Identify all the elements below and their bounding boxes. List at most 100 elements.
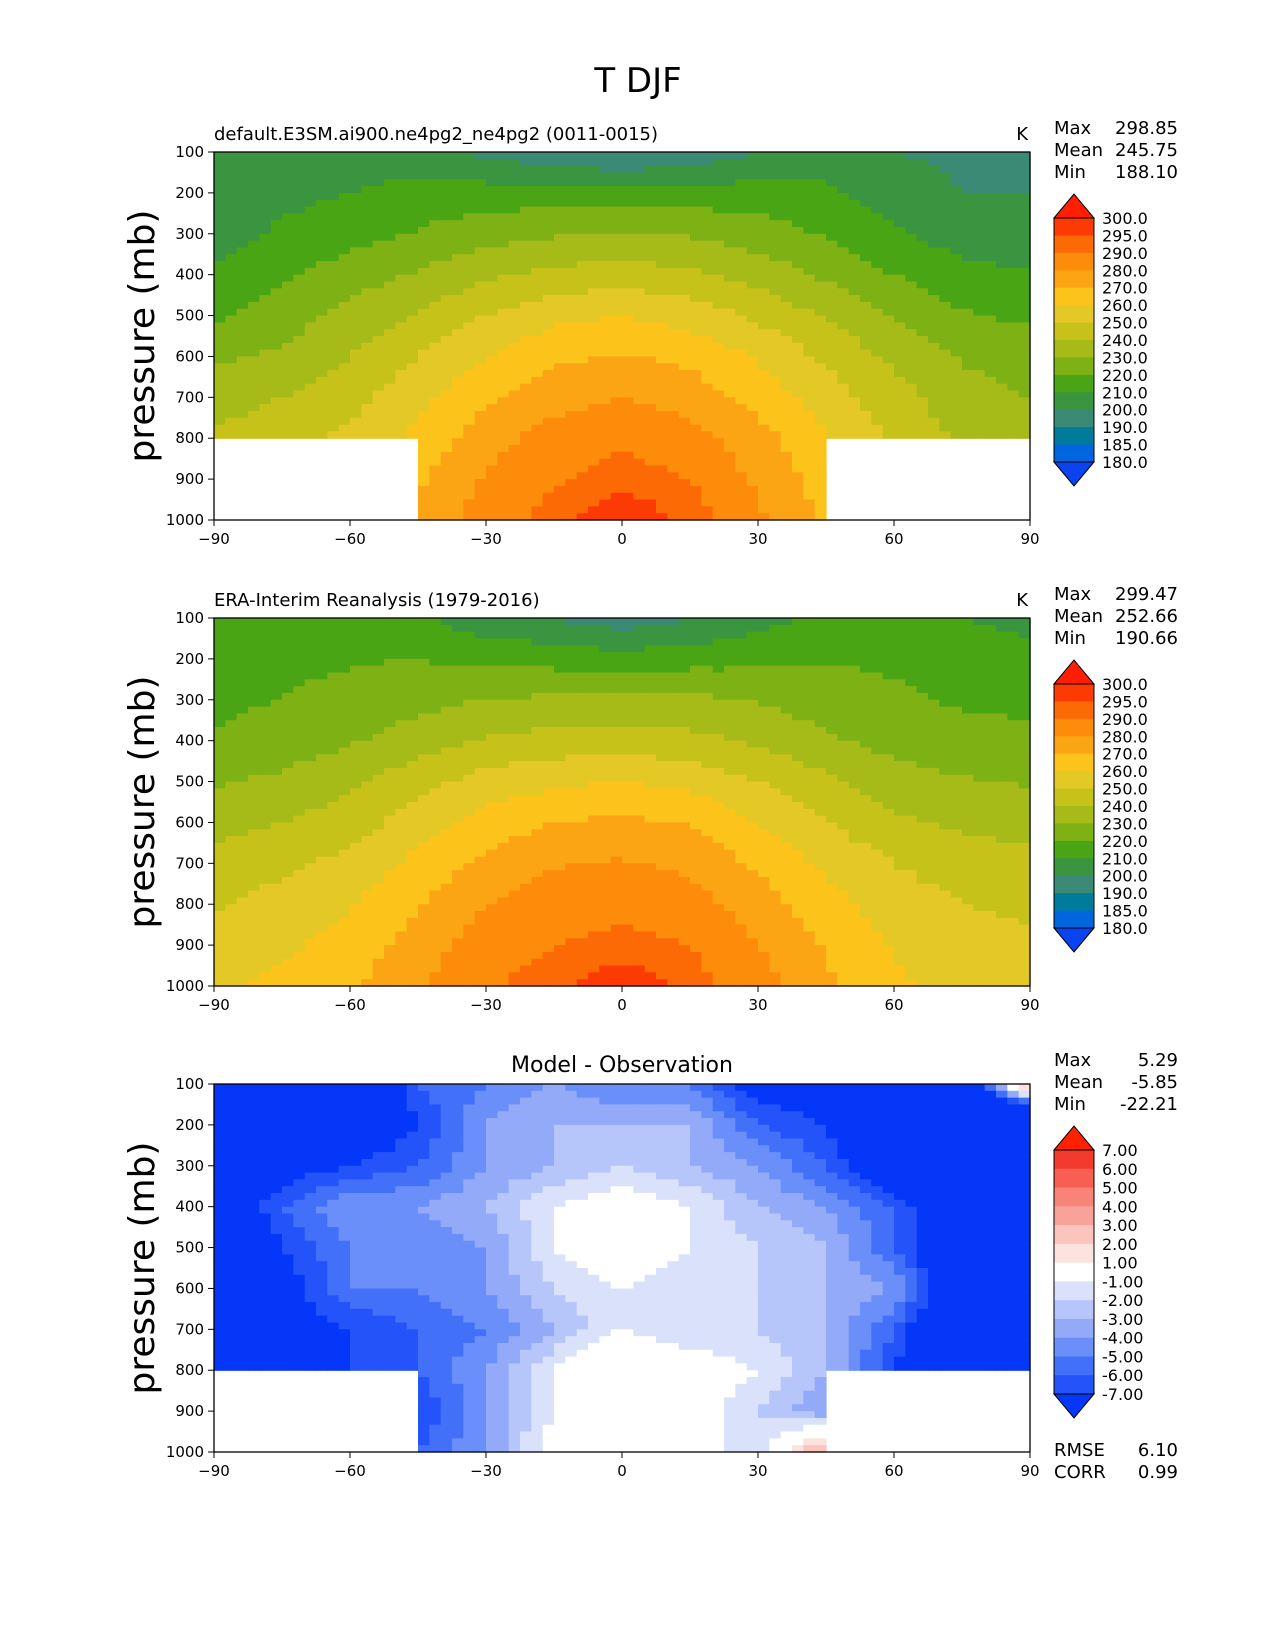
heatmap-cell xyxy=(259,274,272,283)
heatmap-cell xyxy=(497,329,510,337)
heatmap-cell xyxy=(814,206,827,214)
heatmap-cell xyxy=(939,213,952,221)
heatmap-cell xyxy=(225,349,238,358)
heatmap-cell xyxy=(814,172,827,180)
heatmap-cell xyxy=(803,281,816,289)
heatmap-cell xyxy=(338,692,351,701)
heatmap-cell xyxy=(350,370,362,378)
y-tick-label: 900 xyxy=(175,470,204,488)
heatmap-cell xyxy=(338,158,351,167)
heatmap-cell xyxy=(225,740,238,749)
heatmap-cell xyxy=(882,363,895,371)
heatmap-cell xyxy=(316,727,328,735)
heatmap-cell xyxy=(780,424,793,432)
heatmap-cell xyxy=(259,713,272,721)
heatmap-cell xyxy=(1007,713,1020,721)
heatmap-cell xyxy=(894,706,906,714)
heatmap-cell xyxy=(406,226,419,235)
heatmap-cell xyxy=(338,152,351,160)
heatmap-cell xyxy=(440,179,453,187)
heatmap-cell xyxy=(418,192,430,201)
heatmap-cell xyxy=(565,638,578,646)
heatmap-cell xyxy=(860,213,872,221)
heatmap-cell xyxy=(463,363,476,371)
heatmap-cell xyxy=(327,322,340,330)
heatmap-cell xyxy=(996,349,1008,358)
heatmap-cell xyxy=(576,713,589,721)
heatmap-cell xyxy=(282,665,294,674)
heatmap-cell xyxy=(973,152,986,160)
heatmap-cell xyxy=(384,376,396,385)
heatmap-cell xyxy=(395,233,408,242)
heatmap-cell xyxy=(531,404,544,412)
figure-title: T DJF xyxy=(593,61,681,101)
heatmap-cell xyxy=(508,465,521,473)
heatmap-cell xyxy=(667,720,680,728)
heatmap-cell xyxy=(860,342,872,351)
heatmap-cell xyxy=(440,754,453,762)
heatmap-cell xyxy=(837,186,850,194)
heatmap-cell xyxy=(905,706,918,714)
heatmap-cell xyxy=(350,329,362,337)
heatmap-cell xyxy=(565,390,578,398)
heatmap-cell xyxy=(656,652,668,660)
heatmap-cell xyxy=(214,390,226,398)
heatmap-cell xyxy=(894,213,906,221)
heatmap-cell xyxy=(497,424,510,432)
heatmap-cell xyxy=(327,713,340,721)
heatmap-cell xyxy=(724,329,736,337)
heatmap-cell xyxy=(610,288,623,296)
heatmap-cell xyxy=(372,281,385,289)
heatmap-cell xyxy=(474,699,487,708)
heatmap-cell xyxy=(656,713,668,721)
heatmap-cell xyxy=(361,172,374,180)
heatmap-cell xyxy=(588,445,600,453)
heatmap-cell xyxy=(633,417,646,426)
heatmap-cell xyxy=(678,186,691,194)
heatmap-cell xyxy=(871,713,884,721)
heatmap-cell xyxy=(497,692,510,701)
heatmap-cell xyxy=(418,672,430,680)
heatmap-cell xyxy=(520,431,532,439)
heatmap-cell xyxy=(384,165,396,174)
heatmap-cell xyxy=(508,740,521,749)
heatmap-cell xyxy=(939,288,952,296)
heatmap-cell xyxy=(338,699,351,708)
heatmap-cell xyxy=(214,747,226,755)
heatmap-cell xyxy=(678,499,691,507)
heatmap-cell xyxy=(259,658,272,667)
heatmap-cell xyxy=(667,220,680,228)
heatmap-cell xyxy=(554,658,566,667)
heatmap-cell xyxy=(588,706,600,714)
heatmap-cell xyxy=(769,451,782,460)
heatmap-cell xyxy=(531,288,544,296)
heatmap-cell xyxy=(316,165,328,174)
heatmap-cell xyxy=(248,247,260,255)
heatmap-cell xyxy=(984,658,997,667)
heatmap-cell xyxy=(497,295,510,303)
heatmap-cell xyxy=(361,727,374,735)
heatmap-cell xyxy=(520,220,532,228)
heatmap-cell xyxy=(950,363,963,371)
heatmap-cell xyxy=(712,624,725,633)
heatmap-cell xyxy=(474,261,487,269)
heatmap-cell xyxy=(429,220,442,228)
heatmap-cell xyxy=(860,295,872,303)
heatmap-cell xyxy=(712,240,725,248)
heatmap-cell xyxy=(860,152,872,160)
heatmap-cell xyxy=(633,315,646,323)
heatmap-cell xyxy=(316,240,328,248)
heatmap-cell xyxy=(372,727,385,735)
heatmap-cell xyxy=(474,727,487,735)
heatmap-cell xyxy=(724,410,736,419)
heatmap-cell xyxy=(270,281,283,289)
heatmap-cell xyxy=(780,624,793,633)
heatmap-cell xyxy=(520,342,532,351)
heatmap-cell xyxy=(894,267,906,276)
heatmap-cell xyxy=(622,706,634,714)
heatmap-cell xyxy=(758,165,770,174)
heatmap-cell xyxy=(214,672,226,680)
heatmap-cell xyxy=(418,254,430,262)
heatmap-cell xyxy=(837,390,850,398)
heatmap-cell xyxy=(678,706,691,714)
